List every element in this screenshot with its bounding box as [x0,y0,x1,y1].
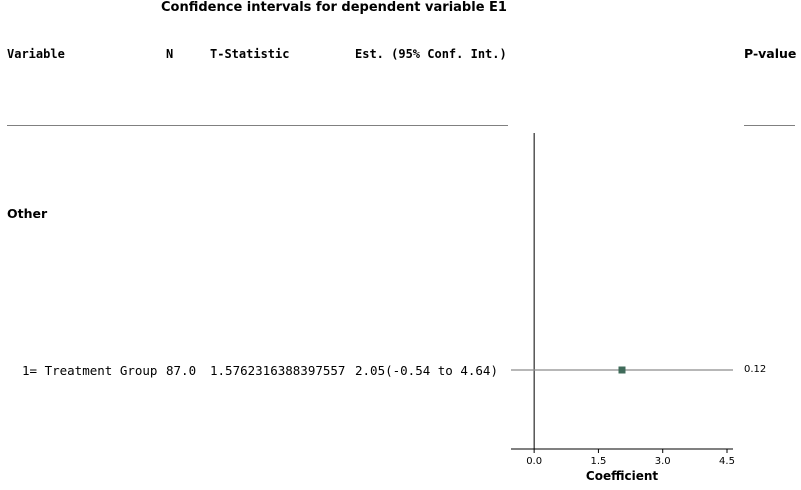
header-divider-right [744,125,795,126]
column-header-t-statistic: T-Statistic [210,47,290,61]
x-axis-ticks: 0.0 1.5 3.0 4.5 [526,449,735,467]
x-tick-label: 1.5 [590,456,606,467]
column-header-variable: Variable [7,47,65,61]
x-tick-label: 3.0 [655,456,671,467]
column-header-n: N [166,47,174,61]
point-estimate-marker [618,366,626,374]
row-p-value: 0.12 [744,364,767,375]
row-estimate: 2.05(-0.54 to 4.64) [355,363,498,378]
column-header-p-value: P-value [744,46,797,61]
row-t-statistic: 1.5762316388397557 [210,363,346,378]
x-tick-label: 4.5 [719,456,735,467]
x-axis-label: Coefficient [586,469,658,483]
row-variable: 1= Treatment Group [22,363,158,378]
column-header-estimate: Est. (95% Conf. Int.) [355,47,507,61]
ci-points [511,366,733,374]
chart-title: Confidence intervals for dependent varia… [161,0,507,15]
x-tick-label: 0.0 [526,456,542,467]
header-divider-left [7,125,508,126]
group-label: Other [7,206,48,221]
row-n: 87.0 [166,363,197,378]
